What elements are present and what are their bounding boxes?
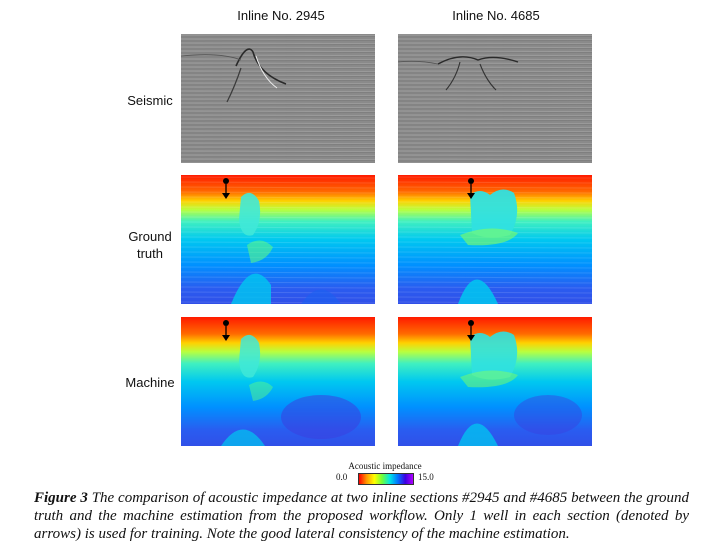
colorbar-max-label: 15.0 [418, 472, 434, 482]
machine-panel-4685 [398, 317, 592, 446]
well-arrow-icon [467, 178, 475, 199]
figure-caption: Figure 3 The comparison of acoustic impe… [34, 489, 689, 543]
colorbar-title: Acoustic impedance [348, 461, 422, 471]
row-label-ground-truth: Ground truth [128, 229, 172, 261]
well-arrow-icon [467, 320, 475, 341]
colorbar [358, 473, 414, 485]
colorbar-min-label: 0.0 [336, 472, 348, 482]
ground-truth-panel-2945 [181, 175, 375, 304]
seismic-panel-2945 [181, 34, 375, 163]
column-title-inline-2945: Inline No. 2945 [237, 8, 325, 23]
caption-text: The comparison of acoustic impedance at … [34, 490, 689, 542]
seismic-panel-4685 [398, 34, 592, 163]
row-label-machine: Machine [125, 375, 175, 390]
machine-panel-2945 [181, 317, 375, 446]
well-arrow-icon [222, 178, 230, 199]
figure-label: Figure 3 [34, 490, 88, 506]
row-label-seismic: Seismic [127, 93, 173, 108]
column-title-inline-4685: Inline No. 4685 [452, 8, 540, 23]
ground-truth-panel-4685 [398, 175, 592, 304]
well-arrow-icon [222, 320, 230, 341]
